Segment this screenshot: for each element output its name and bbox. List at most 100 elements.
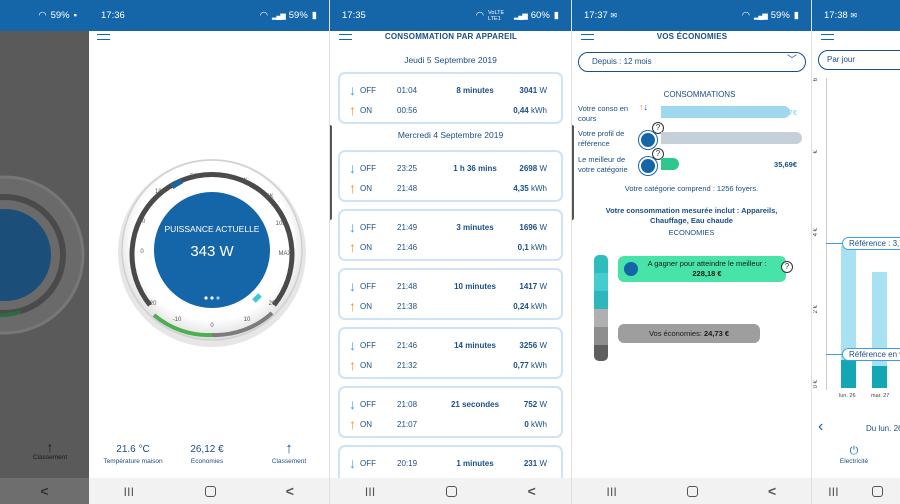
temp-tick-label: 10 (244, 317, 251, 323)
savings-label: Vos économies: (648, 329, 702, 338)
arrow-up-icon: ↑ (285, 440, 293, 457)
y-axis (826, 78, 827, 390)
on-label: ON (360, 242, 372, 252)
gain-value: 228,18 € (692, 269, 722, 278)
menu-icon[interactable] (97, 30, 110, 40)
bar-consumption (872, 366, 887, 388)
temperature-arc (152, 313, 213, 338)
system-nav-bar: ||| < (572, 478, 811, 504)
on-row: ↑ ON 00:56 0,44 kWh (340, 102, 561, 118)
power: 752 W (524, 400, 547, 409)
off-time: 21:46 (397, 340, 418, 350)
energy: 0 kWh (524, 420, 547, 429)
temperature-value: 21.6 °C (116, 444, 150, 455)
page-dot-2 (210, 296, 214, 300)
screen-savings: 17:37 ✉ ◠ ▂▄▆ 59% ▮ VOS ÉCONOMIES Depuis : … (571, 0, 811, 504)
arrow-up-icon: ↑ (349, 239, 356, 255)
menu-icon[interactable] (821, 30, 834, 40)
power-unit: W (539, 281, 547, 291)
menu-icon[interactable] (339, 30, 352, 40)
home-icon[interactable] (872, 485, 884, 497)
back-icon[interactable]: < (527, 483, 536, 499)
power-unit: W (539, 340, 547, 350)
arrow-down-icon: ↓ (349, 278, 356, 294)
help-icon[interactable]: ? (652, 122, 664, 134)
power-value: 2698 (519, 163, 538, 173)
help-icon[interactable]: ? (781, 261, 793, 273)
home-icon[interactable] (446, 485, 458, 497)
appliance-event-card[interactable]: ↓ OFF 21:49 3 minutes 1696 W ↑ ON 21:46 0,1 kWh (338, 209, 563, 261)
recents-icon[interactable]: ||| (828, 486, 840, 496)
power-unit: W (539, 458, 547, 468)
chevron-left-icon[interactable]: ‹ (818, 418, 824, 435)
off-label: OFF (360, 222, 376, 232)
power-scale-arc (129, 172, 295, 307)
dial-center (154, 192, 270, 308)
period-select[interactable]: Depuis : 12 mois ﹀ (578, 52, 806, 72)
off-label: OFF (360, 281, 376, 291)
on-row: ↑ ON 21:38 0,24 kWh (340, 298, 561, 314)
on-time: 21:46 (397, 242, 418, 252)
home-icon[interactable] (204, 485, 216, 497)
y-tick-label: 0 € (813, 380, 819, 389)
tick-label: 100 (155, 189, 166, 195)
economies-widget[interactable]: 26,12 € Economies (177, 444, 237, 465)
appliance-event-card[interactable]: ↓ OFF 21:08 21 secondes 752 W ↑ ON 21:07 0 kWh (338, 386, 563, 438)
on-row: ↑ ON 21:07 0 kWh (340, 416, 561, 432)
battery-level: 60% (530, 10, 550, 21)
x-tick-label: mar. 27 (871, 393, 890, 399)
temperature-widget[interactable]: 21.6 °C Température maison (97, 444, 169, 465)
message-icon: ✉ (850, 11, 858, 20)
drawer-handle[interactable] (572, 125, 574, 220)
back-icon[interactable]: < (40, 483, 49, 499)
power-dial: PUISSANCE ACTUELLE 343 W 0 50 100 500 AU… (118, 159, 306, 347)
savings-gauge-segment (594, 255, 608, 273)
tab-electricity[interactable]: ⏻ Electricité (834, 444, 874, 465)
appliance-event-card[interactable]: ↓ OFF 21:48 10 minutes 1417 W ↑ ON 21:38 0,24 kW… (338, 268, 563, 320)
bar-consumption (841, 360, 856, 388)
energy: 0,44 kWh (513, 106, 547, 115)
off-row: ↓ OFF 21:08 21 secondes 752 W (340, 396, 561, 412)
back-icon[interactable]: < (285, 483, 294, 499)
dial-partial (0, 175, 85, 335)
savings-gauge-segment (594, 327, 608, 345)
tick-label: 1K (240, 178, 247, 184)
energy-value: 0 (524, 419, 529, 429)
help-icon[interactable]: ? (652, 148, 664, 160)
drawer-handle[interactable] (330, 125, 332, 220)
appliance-event-card[interactable]: ↓ OFF 21:46 14 minutes 3256 W ↑ ON 21:32 0,77 kW… (338, 327, 563, 379)
power-value: 752 (523, 399, 538, 409)
battery-icon: ▮ (793, 10, 799, 21)
energy-unit: kWh (531, 419, 547, 429)
network-type: VoLTE LTE1 (488, 9, 505, 22)
energy: 0,77 kWh (513, 361, 547, 370)
back-icon[interactable]: < (767, 483, 777, 499)
signal-icon: ▂▄▆ (272, 12, 286, 20)
page-dot-3 (216, 296, 220, 300)
energy-value: 0,24 (513, 301, 529, 311)
ranking-tab[interactable]: ↑ Classement (261, 440, 317, 465)
arrow-down-icon: ↓ (349, 337, 356, 353)
y-tick-label: 2 € (813, 305, 819, 314)
on-time: 21:32 (397, 360, 418, 370)
arrow-down-icon: ↓ (349, 82, 356, 98)
home-icon[interactable] (687, 485, 699, 497)
appliance-event-card[interactable]: ↓ OFF 01:04 8 minutes 3041 W ↑ ON 00:56 0,44 kWh (338, 72, 563, 124)
duration: 1 h 36 mins (453, 163, 497, 173)
ranking-tab[interactable]: ↑ Classement (30, 440, 70, 461)
recents-icon[interactable]: ||| (365, 486, 376, 496)
arrow-down-icon: ↓ (349, 396, 356, 412)
period-select[interactable]: Par jour (818, 50, 900, 70)
temp-tick-label: 0 (210, 323, 214, 329)
current-consumption-label: Votre conso en cours (578, 104, 629, 123)
on-row: ↑ ON 21:48 4,35 kWh (340, 180, 561, 196)
status-time: 17:35 (342, 10, 366, 21)
temp-tick-label: -20 (148, 301, 157, 307)
energy-value: 0,44 (513, 105, 529, 115)
appliance-event-card[interactable]: ↓ OFF 23:25 1 h 36 mins 2698 W ↑ ON 21:48 4,35 k… (338, 150, 563, 202)
recents-icon[interactable]: ||| (606, 486, 618, 496)
recents-icon[interactable]: ||| (124, 486, 135, 496)
screen-home-dimmed: ◠ 59% ▪ ↑ Classement < (0, 0, 89, 504)
duration: 21 secondes (450, 399, 500, 409)
menu-icon[interactable] (581, 30, 594, 40)
